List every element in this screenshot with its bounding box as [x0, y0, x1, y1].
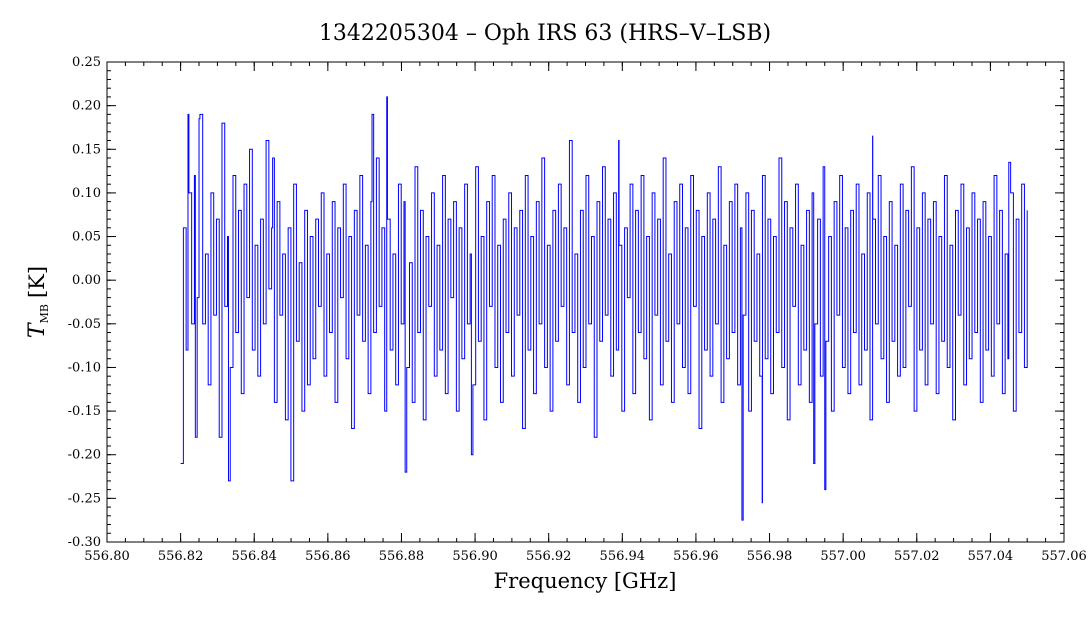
x-tick-label: 556.96: [673, 549, 719, 564]
x-tick-label: 556.80: [84, 549, 130, 564]
y-tick-label: 0.00: [72, 273, 101, 288]
x-axis-label: Frequency [GHz]: [494, 569, 677, 593]
y-axis-label-symbol: T: [25, 321, 50, 338]
x-tick-label: 556.88: [379, 549, 425, 564]
x-axis-tick-labels: 556.80 556.82 556.84 556.86 556.88 556.90 556.…: [84, 549, 1087, 564]
y-tick-label: 0.25: [72, 55, 101, 70]
svg-text:TMB[K]: TMB [K]: [25, 266, 51, 338]
y-tick-label: -0.25: [68, 491, 101, 506]
x-tick-label: 556.98: [747, 549, 793, 564]
y-axis-tick-labels: 0.25 0.20 0.15 0.10 0.05 0.00 -0.05 -0.10 -0.15 -…: [68, 55, 101, 550]
x-tick-label: 556.90: [452, 549, 498, 564]
x-tick-label: 556.82: [158, 549, 204, 564]
y-tick-label: -0.20: [68, 448, 101, 463]
x-tick-label: 557.00: [820, 549, 866, 564]
y-tick-label: -0.05: [68, 317, 101, 332]
series-group: [180, 96, 1028, 521]
x-tick-label: 557.06: [1041, 549, 1087, 564]
y-tick-label: -0.30: [68, 535, 101, 550]
y-axis-label: TMB [K]: [25, 266, 51, 338]
series-line-0: [180, 96, 1028, 521]
y-axis-label-subscript: MB: [38, 304, 51, 323]
y-tick-label: 0.20: [72, 99, 101, 114]
x-tick-label: 557.02: [894, 549, 940, 564]
x-tick-label: 556.94: [600, 549, 646, 564]
x-tick-label: 556.86: [305, 549, 351, 564]
y-tick-label: 0.05: [72, 230, 101, 245]
y-tick-label: -0.10: [68, 360, 101, 375]
y-axis-label-unit: [K]: [25, 266, 49, 298]
x-tick-label: 556.92: [526, 549, 572, 564]
chart-title: 1342205304 – Oph IRS 63 (HRS–V–LSB): [319, 21, 771, 46]
x-tick-label: 556.84: [231, 549, 277, 564]
y-axis-ticks: [107, 61, 1064, 543]
x-axis-ticks: [106, 62, 1065, 542]
y-tick-label: 0.10: [72, 186, 101, 201]
x-tick-label: 557.04: [968, 549, 1014, 564]
y-tick-label: 0.15: [72, 142, 101, 157]
y-tick-label: -0.15: [68, 404, 101, 419]
